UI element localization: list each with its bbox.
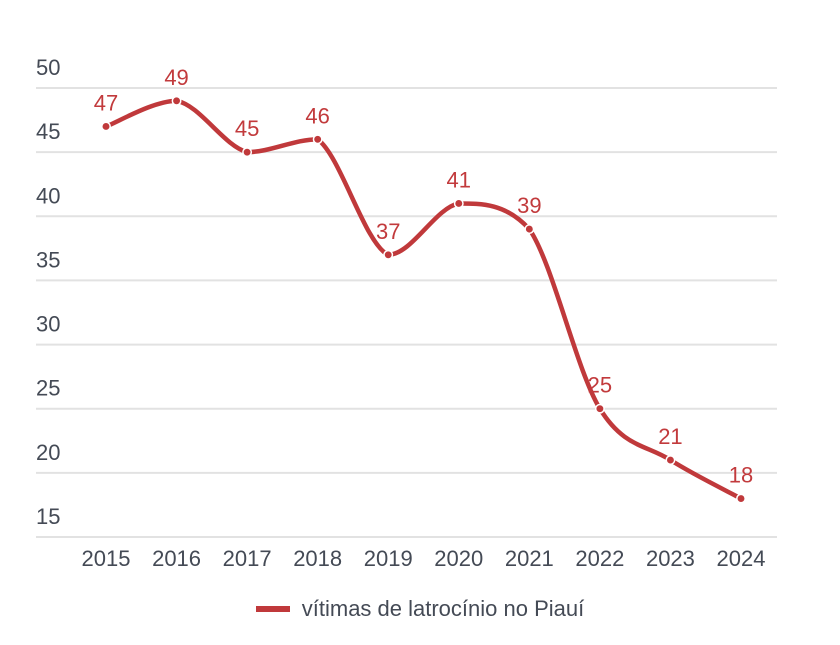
data-label: 41	[447, 167, 471, 192]
data-label: 18	[729, 463, 753, 488]
data-label: 25	[588, 373, 612, 398]
x-tick-label: 2016	[152, 546, 201, 571]
data-point	[312, 134, 323, 145]
x-tick-label: 2018	[293, 546, 342, 571]
data-point	[594, 403, 605, 414]
y-tick-label: 45	[36, 119, 60, 144]
y-tick-label: 15	[36, 504, 60, 529]
y-tick-label: 35	[36, 247, 60, 272]
data-point	[101, 121, 111, 132]
x-tick-label: 2020	[434, 546, 483, 571]
data-point	[665, 455, 676, 465]
data-point	[524, 224, 535, 235]
data-label: 47	[94, 90, 118, 115]
x-tick-label: 2015	[82, 546, 131, 571]
legend: vítimas de latrocínio no Piauí	[0, 596, 840, 622]
data-point	[383, 249, 394, 260]
gridlines	[36, 87, 777, 538]
legend-label: vítimas de latrocínio no Piauí	[301, 596, 585, 621]
x-tick-label: 2022	[575, 546, 624, 571]
series-layer	[101, 95, 746, 504]
data-point	[242, 147, 253, 158]
x-tick-label: 2019	[364, 546, 413, 571]
x-tick-label: 2021	[505, 546, 554, 571]
y-tick-label: 30	[36, 312, 60, 337]
y-tick-label: 25	[36, 376, 60, 401]
x-tick-label: 2024	[717, 546, 766, 571]
data-point	[453, 198, 464, 209]
x-tick-label: 2023	[646, 546, 695, 571]
series-line	[103, 98, 744, 501]
x-tick-label: 2017	[223, 546, 272, 571]
data-label: 45	[235, 116, 259, 141]
data-label: 49	[164, 65, 188, 90]
data-labels: 47 49 45 46 37 41 39 25 21 18	[94, 65, 753, 488]
data-label: 39	[517, 193, 541, 218]
y-tick-label: 40	[36, 183, 60, 208]
y-axis-ticks: 15 20 25 30 35 40 45 50	[36, 55, 60, 529]
x-axis-ticks: 2015 2016 2017 2018 2019 2020 2021 2022 2023 2024	[82, 546, 766, 571]
legend-swatch-line-icon	[255, 606, 290, 612]
data-label: 37	[376, 219, 400, 244]
y-tick-label: 50	[36, 55, 60, 80]
y-tick-label: 20	[36, 440, 60, 465]
data-label: 21	[658, 424, 682, 449]
data-point	[171, 95, 182, 106]
data-point	[736, 493, 746, 504]
data-label: 46	[305, 103, 329, 128]
